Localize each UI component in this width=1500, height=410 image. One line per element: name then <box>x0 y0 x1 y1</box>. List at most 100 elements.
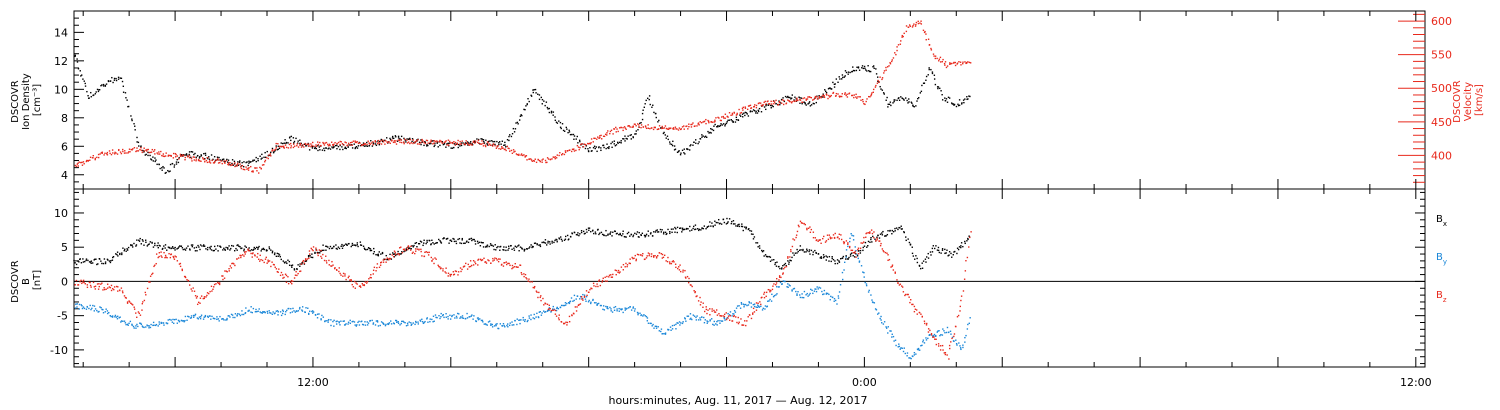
data-point <box>422 322 425 325</box>
data-point <box>891 233 893 235</box>
data-point <box>643 314 645 316</box>
data-point <box>470 141 472 143</box>
data-point <box>950 63 952 65</box>
data-point <box>207 246 209 249</box>
data-point <box>438 314 440 317</box>
data-point <box>774 101 776 103</box>
data-point <box>89 159 91 161</box>
data-point <box>139 237 141 240</box>
data-point <box>271 149 274 151</box>
data-point <box>230 164 232 167</box>
data-point <box>945 98 948 100</box>
data-point <box>703 321 706 324</box>
data-point <box>129 320 132 323</box>
data-point <box>907 293 909 296</box>
data-point <box>936 86 939 88</box>
data-point <box>271 147 274 150</box>
data-point <box>930 334 933 336</box>
data-point <box>213 283 216 286</box>
data-point <box>106 151 109 154</box>
data-point <box>912 303 914 306</box>
data-point <box>617 271 619 274</box>
data-point <box>612 231 614 233</box>
data-point <box>461 140 463 142</box>
data-point <box>480 319 483 322</box>
data-point <box>333 319 335 322</box>
data-point <box>135 245 137 247</box>
data-point <box>778 100 781 103</box>
data-point <box>882 230 884 233</box>
data-point <box>514 128 517 130</box>
data-point <box>77 165 79 167</box>
data-point <box>447 139 450 141</box>
data-point <box>733 315 735 317</box>
data-point <box>373 266 376 269</box>
data-point <box>187 245 189 247</box>
data-point <box>114 314 117 317</box>
data-point <box>585 300 587 302</box>
data-point <box>349 279 351 281</box>
data-point <box>91 262 94 264</box>
data-point <box>530 95 533 97</box>
data-point <box>681 229 684 231</box>
data-point <box>372 143 375 145</box>
data-point <box>120 320 123 322</box>
data-point <box>908 98 910 100</box>
data-point <box>778 275 781 277</box>
data-point <box>132 304 134 306</box>
data-point <box>376 263 379 265</box>
data-point <box>504 148 506 150</box>
data-point <box>530 94 532 97</box>
data-point <box>888 65 890 67</box>
data-point <box>418 143 421 145</box>
data-point <box>287 282 290 285</box>
data-point <box>599 136 601 139</box>
data-point <box>696 315 698 317</box>
data-point <box>327 246 329 248</box>
data-point <box>627 125 629 127</box>
data-point <box>104 311 106 313</box>
data-point <box>663 332 665 335</box>
data-point <box>159 167 161 170</box>
data-point <box>912 255 915 257</box>
data-point <box>523 108 525 111</box>
data-point <box>708 132 710 134</box>
data-point <box>902 35 904 38</box>
data-point <box>664 231 667 234</box>
data-point <box>466 317 469 319</box>
data-point <box>597 302 600 305</box>
data-point <box>93 94 95 96</box>
data-point <box>334 141 336 144</box>
data-point <box>675 328 677 330</box>
data-point <box>177 247 179 249</box>
data-point <box>113 153 116 155</box>
data-point <box>804 102 806 104</box>
data-point <box>894 272 896 274</box>
data-point <box>203 158 206 161</box>
data-point <box>931 251 934 253</box>
data-point <box>257 252 259 255</box>
data-point <box>540 96 543 99</box>
data-point <box>759 102 762 104</box>
data-point <box>270 151 272 154</box>
data-point <box>82 161 85 163</box>
data-point <box>878 81 881 83</box>
data-point <box>678 127 681 129</box>
data-point <box>74 55 76 58</box>
data-point <box>476 240 479 243</box>
data-point <box>944 248 946 251</box>
data-point <box>594 231 597 233</box>
data-point <box>545 244 548 246</box>
data-point <box>113 77 116 80</box>
data-point <box>592 229 594 232</box>
data-point <box>293 310 295 312</box>
data-point <box>461 317 463 319</box>
data-point <box>285 141 288 144</box>
data-point <box>106 283 109 285</box>
data-point <box>222 278 224 281</box>
data-point <box>268 246 270 248</box>
data-point <box>929 329 931 332</box>
data-point <box>394 319 397 322</box>
data-point <box>239 314 242 317</box>
data-point <box>541 312 543 314</box>
